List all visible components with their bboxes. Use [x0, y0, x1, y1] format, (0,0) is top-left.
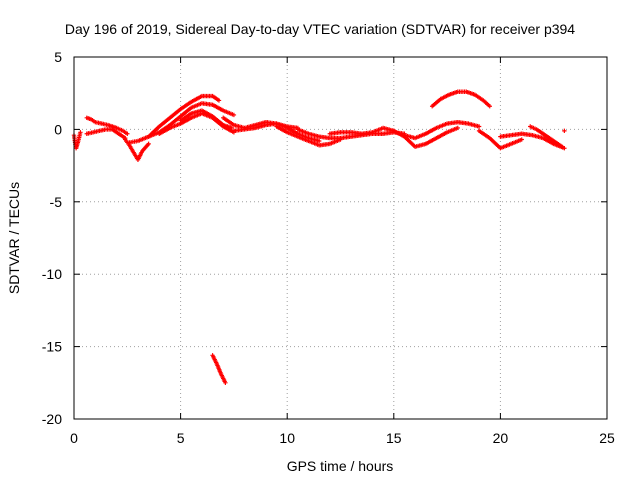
data-point	[560, 144, 565, 149]
x-tick-label: 10	[279, 430, 295, 446]
data-point	[316, 138, 322, 144]
chart-title: Day 196 of 2019, Sidereal Day-to-day VTE…	[65, 21, 575, 37]
data-point	[223, 380, 228, 385]
y-axis-label: SDTVAR / TECUs	[6, 182, 22, 294]
x-tick-labels: 0 5 10 15 20 25	[70, 430, 615, 446]
data-point	[519, 137, 524, 142]
y-tick-label: -10	[42, 266, 62, 282]
series-track-19	[528, 124, 565, 149]
grid-lines	[74, 57, 607, 419]
x-tick-label: 25	[599, 430, 615, 446]
data-point	[562, 128, 567, 134]
data-point	[216, 98, 222, 103]
series-track-20	[210, 353, 228, 385]
series-track-16	[429, 89, 492, 109]
series-track-5	[127, 93, 222, 145]
data-point	[146, 141, 151, 147]
x-tick-label: 15	[386, 430, 402, 446]
x-tick-label: 20	[493, 430, 509, 446]
series-track-13	[327, 125, 396, 136]
data-points	[71, 89, 567, 385]
y-tick-label: 0	[54, 121, 62, 137]
y-tick-label: -15	[42, 339, 62, 355]
series-track-8	[178, 108, 234, 131]
data-point	[125, 131, 130, 136]
x-tick-label: 0	[70, 430, 78, 446]
series-isolated-point	[562, 128, 567, 134]
data-point	[229, 125, 234, 131]
data-point	[455, 125, 460, 131]
series-track-15	[402, 119, 482, 141]
series-track-17	[476, 128, 524, 151]
data-point	[231, 112, 237, 118]
plot-frame	[73, 56, 608, 420]
axis-ticks	[73, 56, 608, 420]
y-tick-label: -20	[42, 411, 62, 427]
y-tick-labels: 5 0 -5 -10 -15 -20	[42, 49, 62, 427]
x-axis-label: GPS time / hours	[287, 458, 394, 474]
series-track-1	[71, 130, 83, 151]
data-point	[487, 104, 492, 109]
y-tick-label: 5	[54, 49, 62, 65]
series-track-3	[84, 127, 128, 141]
series-track-4	[122, 137, 151, 163]
y-tick-label: -5	[50, 194, 63, 210]
series-track-14	[391, 125, 460, 149]
data-point	[78, 130, 83, 135]
series-track-10	[231, 121, 322, 144]
data-point	[476, 124, 482, 129]
x-tick-label: 5	[177, 430, 185, 446]
